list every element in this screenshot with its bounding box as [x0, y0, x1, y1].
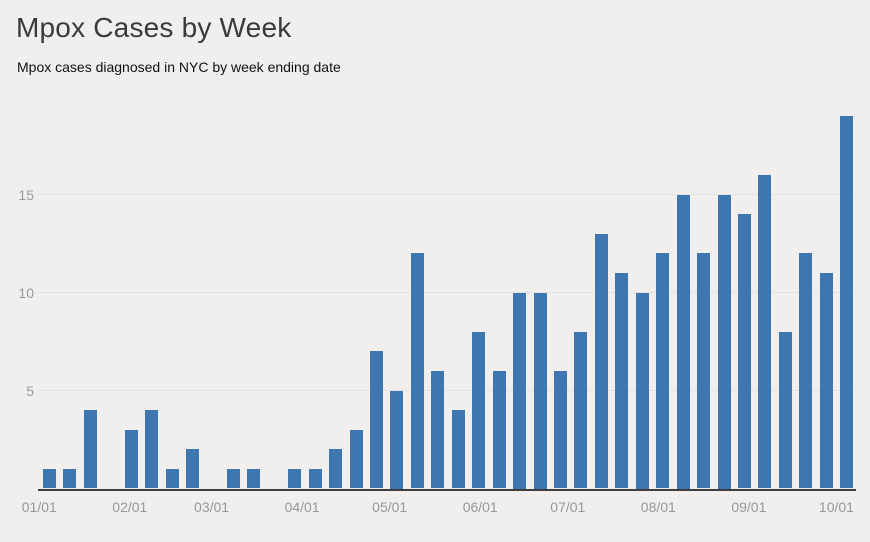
- bar[interactable]: [431, 370, 445, 489]
- bar[interactable]: [349, 429, 363, 489]
- x-axis-tick-label: 02/01: [112, 499, 148, 515]
- x-axis-line: [38, 488, 856, 491]
- bar[interactable]: [615, 272, 629, 489]
- x-axis-tick-label: 08/01: [640, 499, 676, 515]
- bar[interactable]: [370, 351, 384, 489]
- bar[interactable]: [737, 214, 751, 489]
- bar[interactable]: [472, 331, 486, 489]
- bar[interactable]: [247, 468, 261, 489]
- bar[interactable]: [390, 390, 404, 489]
- bar[interactable]: [717, 194, 731, 489]
- bar[interactable]: [840, 116, 854, 489]
- y-axis-tick-label: 5: [26, 382, 34, 399]
- gridline: [38, 292, 856, 293]
- bar[interactable]: [758, 174, 772, 489]
- x-axis-tick-label: 06/01: [462, 499, 498, 515]
- bar[interactable]: [145, 410, 159, 489]
- bar[interactable]: [799, 253, 813, 489]
- bar[interactable]: [574, 331, 588, 489]
- y-axis-tick-label: 15: [18, 186, 34, 203]
- bar[interactable]: [308, 468, 322, 489]
- bar[interactable]: [778, 331, 792, 489]
- chart-title: Mpox Cases by Week: [16, 12, 292, 43]
- bar[interactable]: [124, 429, 138, 489]
- bar[interactable]: [410, 253, 424, 489]
- x-axis-tick-label: 09/01: [731, 499, 767, 515]
- bar[interactable]: [43, 468, 56, 489]
- bar[interactable]: [676, 194, 690, 489]
- x-axis-tick-label: 10/01: [818, 499, 854, 515]
- bar[interactable]: [656, 253, 670, 489]
- x-axis-tick-label: 01/01: [21, 499, 57, 515]
- bar[interactable]: [697, 253, 711, 489]
- bar[interactable]: [186, 449, 200, 489]
- bar[interactable]: [63, 468, 77, 489]
- chart-subtitle: Mpox cases diagnosed in NYC by week endi…: [17, 59, 341, 75]
- bar[interactable]: [533, 292, 547, 489]
- bar[interactable]: [288, 468, 302, 489]
- bar[interactable]: [451, 410, 465, 489]
- bar[interactable]: [83, 410, 97, 489]
- gridline: [38, 194, 856, 195]
- x-axis-tick-label: 05/01: [372, 499, 408, 515]
- gridline: [38, 390, 856, 391]
- bar[interactable]: [492, 370, 506, 489]
- x-axis-tick-label: 03/01: [194, 499, 230, 515]
- bar[interactable]: [635, 292, 649, 489]
- bar[interactable]: [554, 370, 567, 489]
- bar[interactable]: [819, 272, 833, 489]
- y-axis-tick-label: 10: [18, 284, 34, 301]
- bar[interactable]: [594, 233, 608, 489]
- bar[interactable]: [165, 468, 179, 489]
- x-axis-tick-label: 04/01: [284, 499, 320, 515]
- bar[interactable]: [226, 468, 240, 489]
- bar[interactable]: [513, 292, 527, 489]
- bar[interactable]: [329, 449, 343, 489]
- x-axis-tick-label: 07/01: [550, 499, 586, 515]
